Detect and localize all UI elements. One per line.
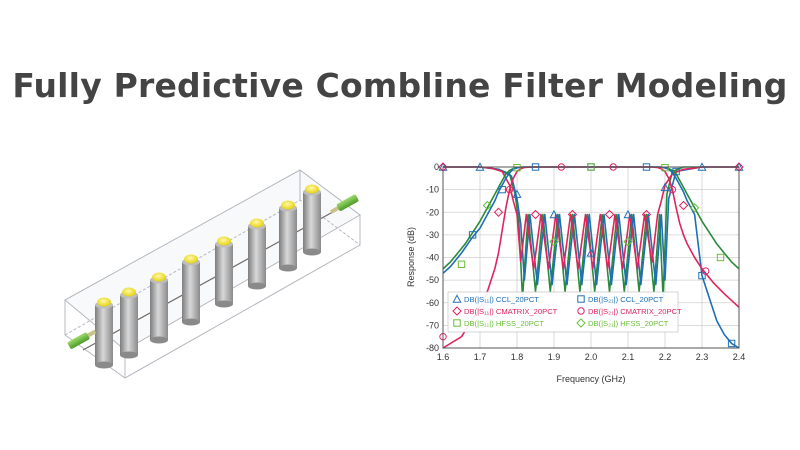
data-point-marker	[482, 200, 493, 211]
legend-entry: DB(|S₁₁|) CCL_20PCT	[464, 295, 539, 304]
x-tick-labels: 1.6 1.7 1.8 1.9 2.0 2.1 2.2 2.3 2.4	[437, 352, 746, 362]
data-point-marker	[727, 339, 736, 348]
input-connector	[67, 329, 97, 349]
x-tick-label: 2.3	[696, 352, 709, 362]
series-line-reflection	[443, 166, 739, 286]
legend-entry: DB(|S₂₁|) CCL_20PCT	[588, 295, 664, 304]
x-tick-label: 1.7	[474, 352, 487, 362]
legend-entry: DB(|S₂₁|) HFSS_20PCT	[588, 319, 669, 328]
data-point-marker	[567, 209, 578, 220]
data-point-marker	[468, 231, 477, 239]
legend-box	[447, 291, 679, 333]
data-point-marker	[623, 236, 633, 247]
data-point-marker	[513, 163, 521, 172]
data-point-marker	[586, 248, 596, 257]
combline-filter-3d-model-icon	[64, 169, 361, 379]
data-point-marker	[689, 203, 700, 213]
data-point-marker	[698, 271, 706, 280]
y-tick-label: -20	[426, 207, 439, 217]
y-tick-labels: 0 -10 -20 -30 -40 -50 -60 -70 -80	[426, 162, 439, 353]
data-point-marker	[505, 185, 514, 194]
legend-marker	[453, 319, 461, 327]
chart-legend: DB(|S₁₁|) CCL_20PCT DB(|S₂₁|) CCL_20PCT DB…	[447, 291, 682, 333]
x-tick-label: 2.1	[622, 352, 635, 362]
legend-marker	[577, 307, 585, 315]
plot-frame	[442, 166, 740, 349]
data-point-marker	[493, 207, 504, 217]
x-tick-label: 2.0	[585, 352, 598, 362]
legend-marker	[576, 318, 586, 328]
data-point-marker	[530, 209, 541, 220]
y-tick-label: 0	[434, 162, 439, 172]
y-tick-label: -70	[426, 320, 439, 330]
data-point-marker	[660, 182, 670, 192]
legend-entry: DB(|S₁₁|) HFSS_20PCT	[464, 319, 544, 328]
y-tick-label: -10	[426, 185, 439, 195]
y-tick-label: -80	[426, 343, 439, 353]
data-point-marker	[457, 260, 466, 268]
y-tick-label: -50	[426, 275, 439, 285]
x-tick-label: 2.2	[659, 352, 672, 362]
data-point-marker	[512, 189, 522, 198]
data-point-marker	[604, 209, 615, 220]
legend-marker	[452, 306, 462, 316]
resonator-rods	[95, 184, 321, 369]
x-tick-label: 1.9	[548, 352, 561, 362]
data-point-marker	[672, 167, 680, 176]
page-title: Fully Predictive Combline Filter Modelin…	[12, 66, 788, 105]
legend-marker	[452, 294, 462, 303]
data-point-marker	[716, 253, 725, 262]
data-point-marker	[498, 185, 506, 194]
legend-marker	[577, 295, 585, 303]
x-tick-label: 2.4	[733, 352, 746, 362]
y-tick-label: -60	[426, 298, 439, 308]
data-point-marker	[678, 200, 689, 211]
y-tick-label: -30	[426, 230, 439, 240]
data-point-marker	[549, 236, 559, 247]
x-tick-label: 1.6	[437, 352, 450, 362]
data-point-marker	[623, 209, 633, 219]
data-point-marker	[702, 267, 710, 275]
output-connector	[330, 194, 359, 214]
series-line-reflection	[443, 166, 739, 270]
x-tick-label: 1.8	[511, 352, 524, 362]
data-point-marker	[661, 163, 669, 172]
x-axis-label: Frequency (GHz)	[556, 374, 625, 384]
y-tick-label: -40	[426, 253, 439, 263]
data-point-marker	[641, 209, 652, 220]
data-point-marker	[668, 185, 677, 194]
legend-entry: DB(|S₂₁|) CMATRIX_20PCT	[588, 307, 682, 316]
y-axis-label: Response (dB)	[406, 227, 416, 287]
legend-entry: DB(|S₁₁|) CMATRIX_20PCT	[464, 307, 558, 316]
data-point-marker	[549, 209, 559, 219]
